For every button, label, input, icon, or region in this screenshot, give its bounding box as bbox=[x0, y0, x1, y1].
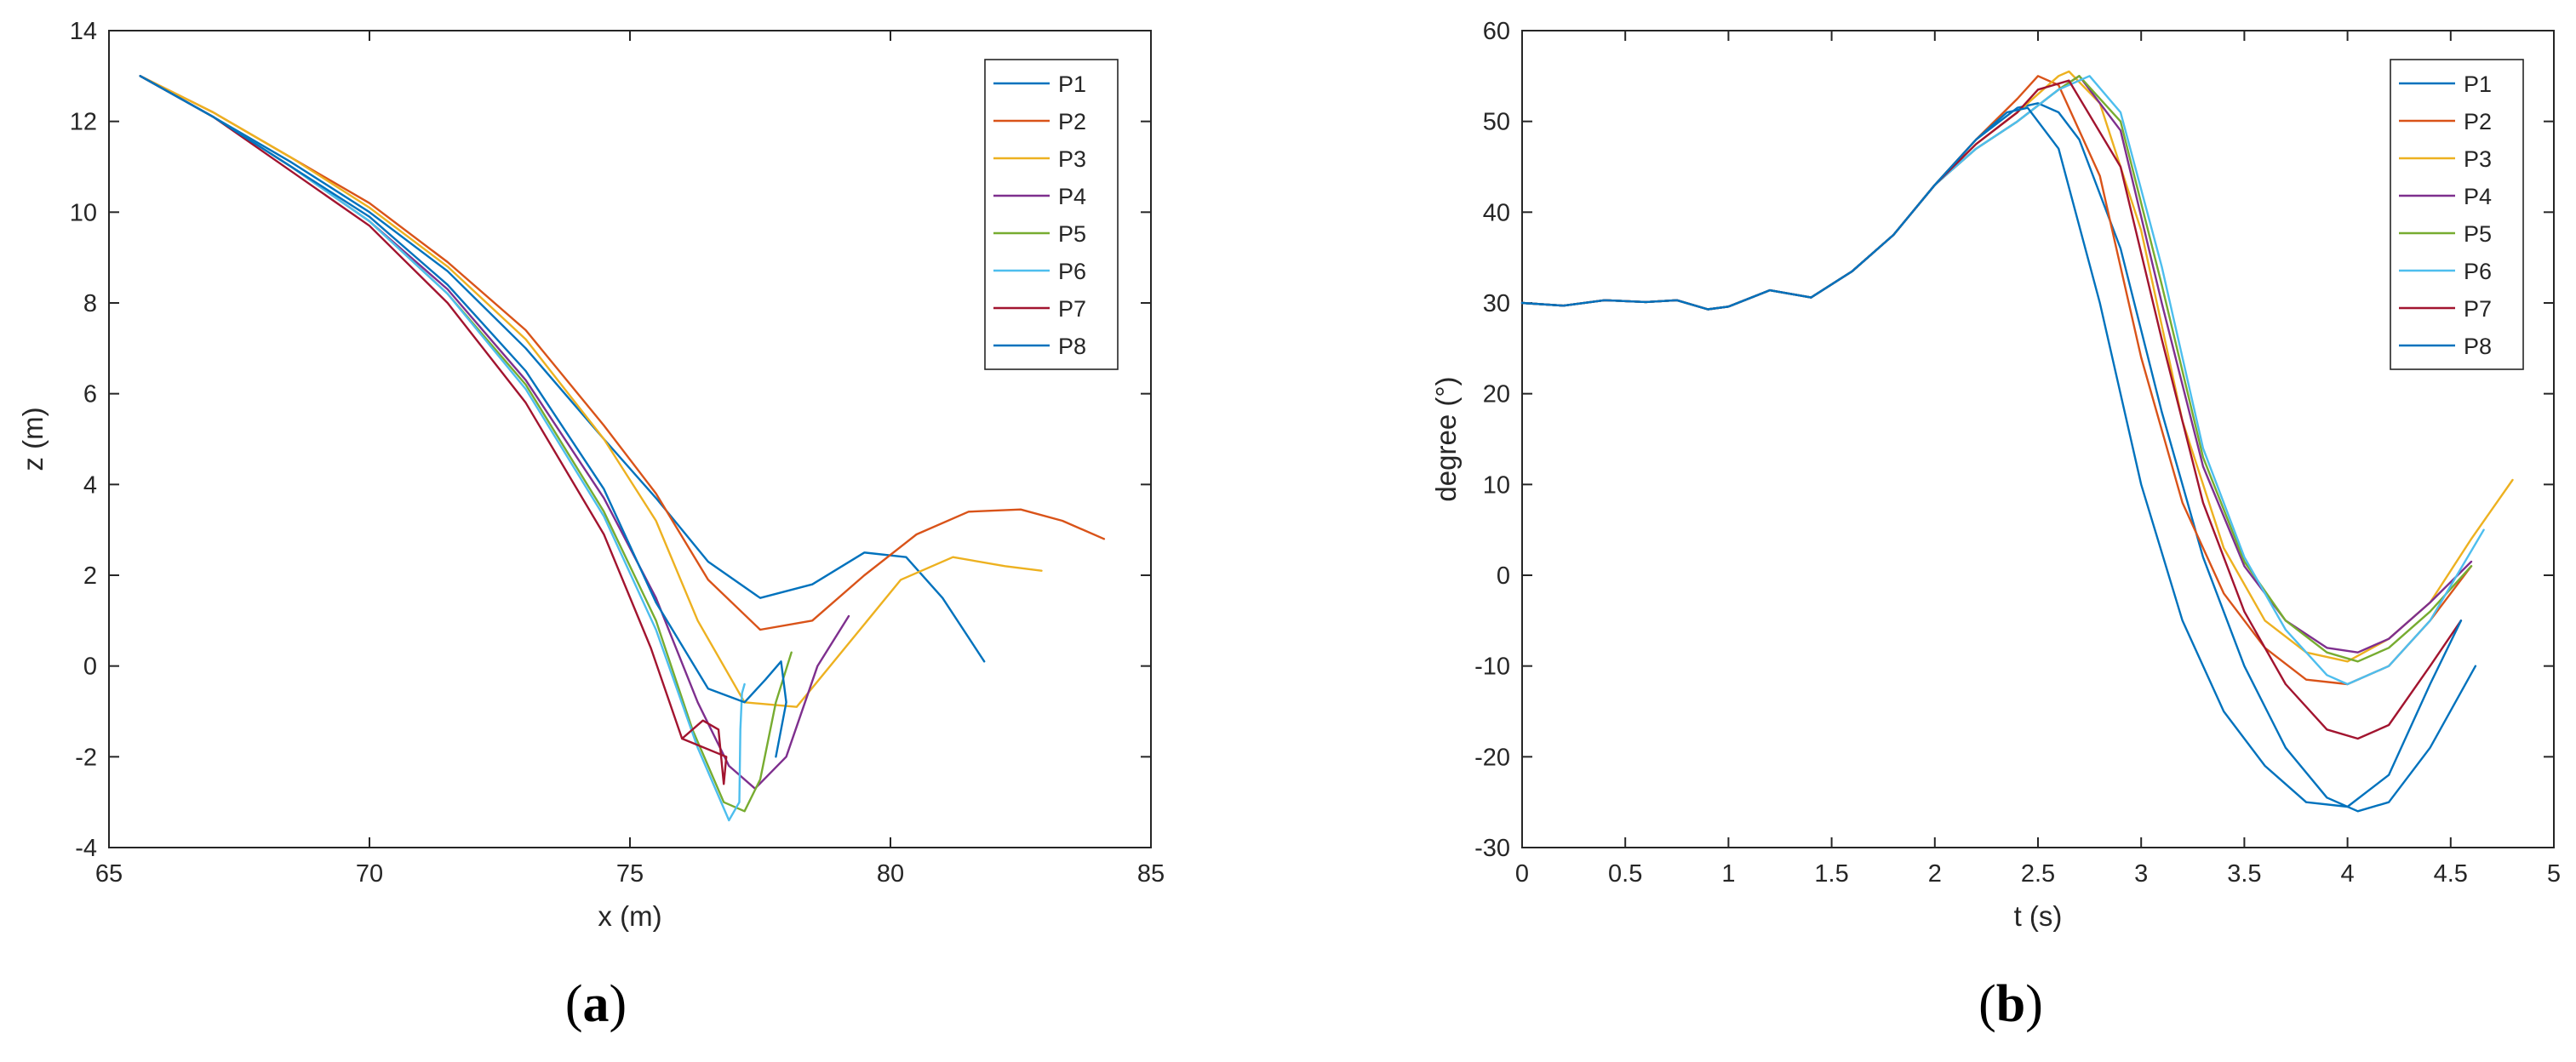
legend-label-p4: P4 bbox=[2464, 184, 2492, 209]
y-tick-label: -4 bbox=[75, 835, 97, 862]
axes-box bbox=[108, 30, 1152, 848]
series-line-p2 bbox=[139, 75, 1106, 631]
series-line-p1 bbox=[139, 75, 986, 663]
x-tick-label: 3.5 bbox=[2227, 860, 2261, 888]
y-tick-label: 10 bbox=[70, 199, 97, 226]
y-tick-label: 40 bbox=[1483, 199, 1510, 226]
chart-b: 0 0.5 1 1.5 2 2.5 3 3.5 4 4.5 5 -30 -20 -10 0 10 20 30 40 5… bbox=[1430, 18, 2561, 1033]
legend-label-p2: P2 bbox=[1058, 109, 1086, 134]
x-tick-label: 4 bbox=[2341, 860, 2355, 888]
y-tick-label: 8 bbox=[83, 290, 97, 317]
y-axis-label: degree (°) bbox=[1430, 376, 1462, 501]
x-tick-label: 80 bbox=[877, 860, 904, 888]
x-tick-label: 0.5 bbox=[1608, 860, 1642, 888]
x-tick-label: 2 bbox=[1928, 860, 1942, 888]
y-axis-label: z (m) bbox=[17, 407, 49, 471]
legend-label-p1: P1 bbox=[1058, 71, 1086, 97]
y-tick-label: 30 bbox=[1483, 290, 1510, 317]
series-line-p3 bbox=[139, 75, 1043, 708]
series-line-p7 bbox=[139, 75, 728, 785]
y-tick-label: 10 bbox=[1483, 471, 1510, 499]
legend-label-p5: P5 bbox=[2464, 221, 2492, 247]
y-tick-label: 12 bbox=[70, 109, 97, 136]
y-tick-label: 4 bbox=[83, 471, 97, 499]
y-tick-label: -2 bbox=[75, 744, 97, 771]
y-tick-label: 0 bbox=[1497, 562, 1510, 590]
legend-box bbox=[2390, 59, 2524, 370]
legend-label-p3: P3 bbox=[1058, 146, 1086, 172]
x-tick-label: 3 bbox=[2134, 860, 2148, 888]
x-tick-label: 1.5 bbox=[1814, 860, 1848, 888]
x-tick-label: 5 bbox=[2547, 860, 2561, 888]
y-tick-label: 6 bbox=[83, 381, 97, 408]
legend-label-p6: P6 bbox=[1058, 259, 1086, 284]
legend-label-p3: P3 bbox=[2464, 146, 2492, 172]
x-tick-label: 1 bbox=[1721, 860, 1735, 888]
x-tick-label: 4.5 bbox=[2434, 860, 2468, 888]
y-tick-label: -30 bbox=[1474, 835, 1510, 862]
legend-label-p2: P2 bbox=[2464, 109, 2492, 134]
y-tick-label: 20 bbox=[1483, 381, 1510, 408]
legend-label-p7: P7 bbox=[2464, 296, 2492, 322]
x-tick-label: 2.5 bbox=[2021, 860, 2055, 888]
legend-label-p1: P1 bbox=[2464, 71, 2492, 97]
panel-label: (b) bbox=[1978, 975, 2043, 1033]
legend-label-p8: P8 bbox=[2464, 334, 2492, 359]
legend-label-p4: P4 bbox=[1058, 184, 1086, 209]
series-line-p8 bbox=[139, 75, 787, 758]
y-tick-label: 60 bbox=[1483, 18, 1510, 45]
legend-label-p7: P7 bbox=[1058, 296, 1086, 322]
series-line-p8 bbox=[1520, 106, 2463, 808]
x-axis-label: x (m) bbox=[598, 900, 661, 932]
x-tick-label: 0 bbox=[1515, 860, 1529, 888]
x-tick-label: 70 bbox=[356, 860, 383, 888]
x-tick-label: 85 bbox=[1137, 860, 1165, 888]
axes-box bbox=[1521, 30, 2555, 848]
legend-box bbox=[984, 59, 1119, 370]
y-tick-label: 2 bbox=[83, 562, 97, 590]
x-tick-label: 75 bbox=[616, 860, 644, 888]
y-tick-label: 50 bbox=[1483, 109, 1510, 136]
x-axis-label: t (s) bbox=[2014, 900, 2063, 932]
legend-label-p6: P6 bbox=[2464, 259, 2492, 284]
legend-label-p5: P5 bbox=[1058, 221, 1086, 247]
y-tick-label: -10 bbox=[1474, 654, 1510, 681]
y-tick-label: 0 bbox=[83, 654, 97, 681]
x-tick-label: 65 bbox=[95, 860, 123, 888]
legend-label-p8: P8 bbox=[1058, 334, 1086, 359]
y-tick-label: -20 bbox=[1474, 744, 1510, 771]
y-tick-label: 14 bbox=[70, 18, 97, 45]
panel-label: (a) bbox=[565, 975, 627, 1033]
chart-a: 65 70 75 80 85 -4 -2 0 2 4 6 8 10 12 14 x (m) z (m) P1 P2 P… bbox=[17, 18, 1165, 1033]
